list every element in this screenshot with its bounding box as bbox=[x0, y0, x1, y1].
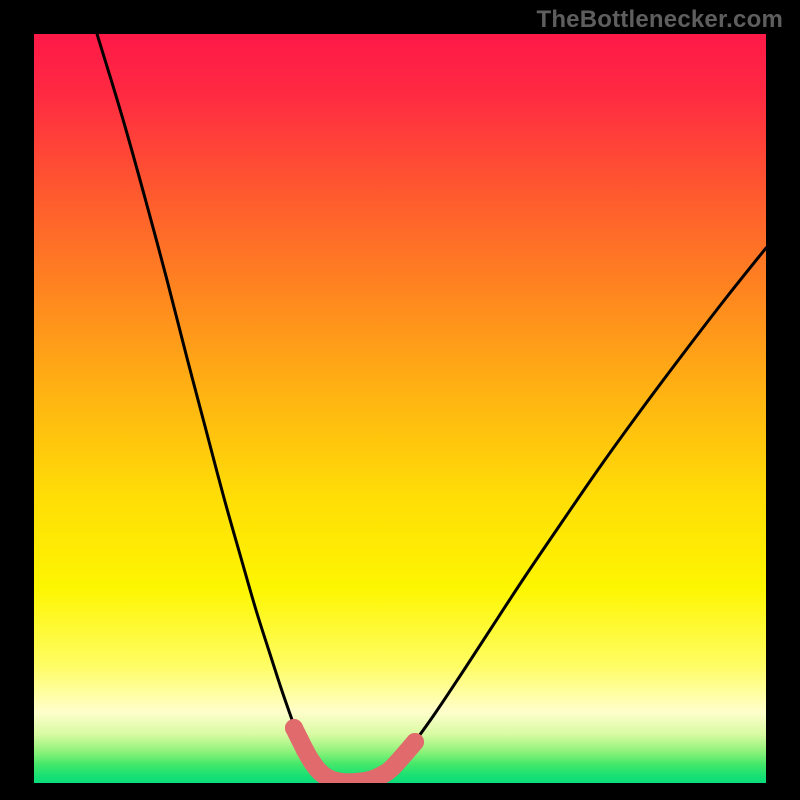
watermark-text: TheBottlenecker.com bbox=[536, 6, 783, 34]
plot-background bbox=[34, 34, 766, 783]
marker-dot bbox=[384, 758, 402, 776]
chart-svg bbox=[0, 0, 800, 800]
marker-dot bbox=[406, 733, 424, 751]
